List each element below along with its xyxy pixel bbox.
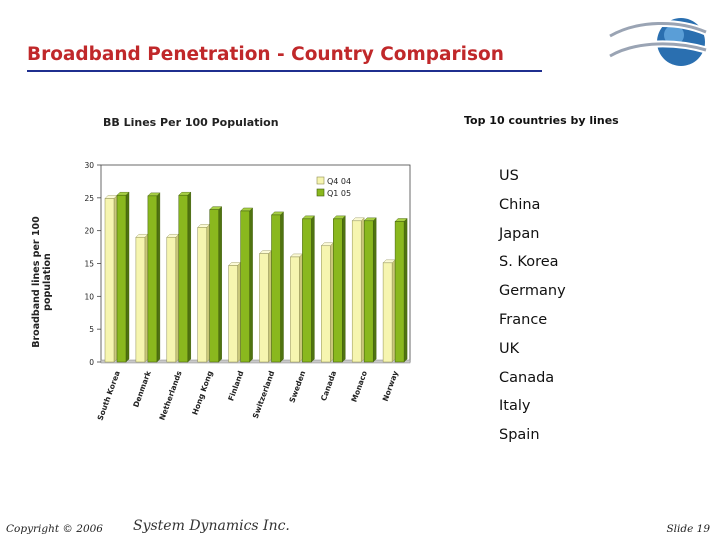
plot-floor xyxy=(100,359,411,364)
footer-copyright: Copyright © 2006 xyxy=(6,523,103,535)
legend-label: Q4 04 xyxy=(327,177,351,186)
country-list-item: Italy xyxy=(499,398,531,415)
country-list-item: Spain xyxy=(499,427,540,444)
y-tick-label: 25 xyxy=(84,194,94,203)
bar xyxy=(321,245,331,363)
bar-side xyxy=(403,217,408,363)
bar-side xyxy=(268,250,272,363)
bar xyxy=(166,236,177,363)
bar xyxy=(363,220,374,363)
bar xyxy=(302,218,312,363)
bar-side xyxy=(311,215,315,363)
x-tick-label: Switzerland xyxy=(251,370,277,420)
bar-side xyxy=(330,242,334,363)
bar xyxy=(351,220,362,363)
x-tick-label: Canada xyxy=(319,370,338,403)
bar xyxy=(135,236,146,363)
bar-side xyxy=(237,261,241,363)
x-tick-label: Monaco xyxy=(349,370,369,404)
x-tick-label: Sweden xyxy=(287,370,307,404)
x-tick-label: Denmark xyxy=(131,369,153,409)
bar xyxy=(147,195,158,363)
legend-label: Q1 05 xyxy=(327,189,351,198)
country-list-item: US xyxy=(499,168,519,184)
x-tick-label: Finland xyxy=(226,370,245,403)
y-tick-label: 15 xyxy=(84,260,94,269)
x-tick-label: Norway xyxy=(381,370,400,403)
y-tick-label: 10 xyxy=(84,292,94,301)
country-list-item: Germany xyxy=(499,283,566,300)
bar-side xyxy=(342,215,346,363)
bar xyxy=(290,256,300,363)
y-tick-label: 30 xyxy=(84,161,94,170)
bar xyxy=(228,265,238,363)
y-tick-label: 0 xyxy=(89,358,94,367)
country-list-item: Canada xyxy=(499,369,555,386)
bar-side xyxy=(280,211,284,363)
country-list-item: S. Korea xyxy=(499,254,559,271)
bar xyxy=(104,198,115,363)
country-list-item: China xyxy=(499,196,541,213)
bar xyxy=(116,194,127,363)
bar xyxy=(382,262,393,363)
y-tick-label: 5 xyxy=(89,325,94,334)
top10-country-list: US China Japan S. Korea Germany France UK Canad… xyxy=(499,166,566,454)
bar xyxy=(240,210,250,363)
footer-slide-number: Slide 19 xyxy=(666,523,710,535)
bar-side xyxy=(187,191,192,363)
company-logo-icon xyxy=(608,18,708,66)
legend-swatch xyxy=(316,176,325,185)
y-axis-label: Broadband lines per 100population xyxy=(31,216,53,348)
bar-side xyxy=(144,233,149,363)
bar-side xyxy=(299,253,303,363)
top10-list-title: Top 10 countries by lines xyxy=(464,114,619,127)
bar xyxy=(178,194,189,363)
x-tick-label: Hong Kong xyxy=(190,370,214,417)
title-rule xyxy=(27,70,542,72)
bar-side xyxy=(249,207,253,363)
bar-side xyxy=(113,195,118,363)
bar-side xyxy=(218,206,222,363)
country-list-item: France xyxy=(499,311,548,328)
bar-side xyxy=(175,233,180,363)
bar-side xyxy=(206,223,210,363)
bar-side xyxy=(391,259,396,363)
bar-chart: 0 5 10 15 20 25 30 Broadband lines per 100popul… xyxy=(31,161,411,422)
country-list-item: UK xyxy=(499,340,520,357)
bar-side xyxy=(373,217,377,363)
bar-side xyxy=(156,192,161,363)
legend-swatch xyxy=(316,188,325,197)
footer-company-name: System Dynamics Inc. xyxy=(133,518,290,534)
bar xyxy=(333,218,343,363)
y-tick-label: 20 xyxy=(84,227,94,236)
bar xyxy=(271,214,281,363)
bar-side xyxy=(125,191,130,363)
bar xyxy=(197,227,207,363)
bar xyxy=(259,253,269,363)
chart-title: BB Lines Per 100 Population xyxy=(103,116,279,129)
x-tick-label: Netherlands xyxy=(157,369,183,421)
x-tick-label: South Korea xyxy=(96,370,122,422)
bar xyxy=(394,221,405,363)
bar xyxy=(209,209,219,363)
country-list-item: Japan xyxy=(499,225,540,242)
bar-side xyxy=(361,217,365,363)
slide-title: Broadband Penetration - Country Comparis… xyxy=(27,44,504,65)
